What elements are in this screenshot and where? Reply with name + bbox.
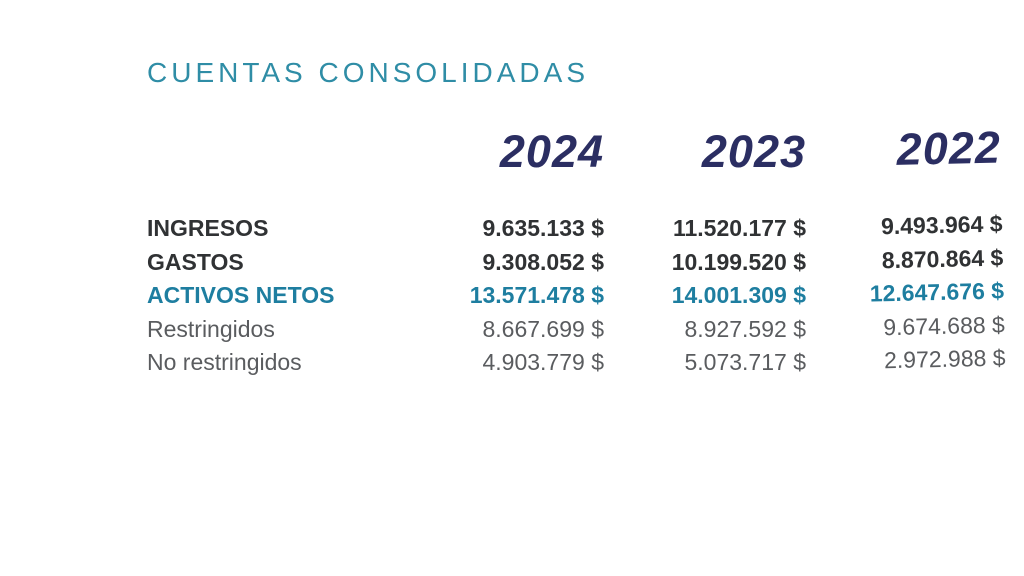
value-no-restringidos-2024: 4.903.779 $	[482, 349, 604, 375]
year-header-2022: 2022	[896, 121, 1002, 175]
value-activos-netos-2024: 13.571.478 $	[469, 282, 604, 308]
accounts-table: 2024 2023 INGRESOS 9.635.133 $ 11.520.17…	[147, 126, 806, 380]
value-gastos-2024: 9.308.052 $	[482, 248, 604, 275]
year-2022-column: 2022 9.493.964 $ 8.870.864 $ 12.647.676 …	[800, 122, 1006, 380]
value-activos-netos-2023: 14.001.309 $	[671, 282, 806, 308]
page-title: CUENTAS CONSOLIDADAS	[147, 57, 589, 88]
value-gastos-2022: 8.870.864 $	[881, 243, 1004, 273]
value-activos-netos-2022: 12.647.676 $	[869, 277, 1005, 307]
value-ingresos-2022: 9.493.964 $	[880, 210, 1003, 240]
value-restringidos-2024: 8.667.699 $	[482, 315, 604, 342]
year-header-2023: 2023	[701, 126, 806, 177]
row-label-ingresos: INGRESOS	[147, 215, 269, 241]
value-no-restringidos-2023: 5.073.717 $	[684, 349, 806, 375]
value-restringidos-2022: 9.674.688 $	[883, 310, 1006, 340]
value-ingresos-2023: 11.520.177 $	[672, 215, 806, 241]
row-label-restringidos: Restringidos	[147, 315, 275, 342]
year-header-spacer	[147, 126, 442, 212]
value-restringidos-2023: 8.927.592 $	[684, 315, 806, 342]
year-header-2024: 2024	[499, 126, 604, 177]
value-ingresos-2024: 9.635.133 $	[482, 215, 604, 241]
value-no-restringidos-2022: 2.972.988 $	[883, 344, 1006, 374]
value-gastos-2023: 10.199.520 $	[671, 248, 806, 275]
row-label-activos-netos: ACTIVOS NETOS	[147, 282, 335, 308]
row-label-gastos: GASTOS	[147, 248, 244, 275]
row-label-no-restringidos: No restringidos	[147, 349, 302, 375]
